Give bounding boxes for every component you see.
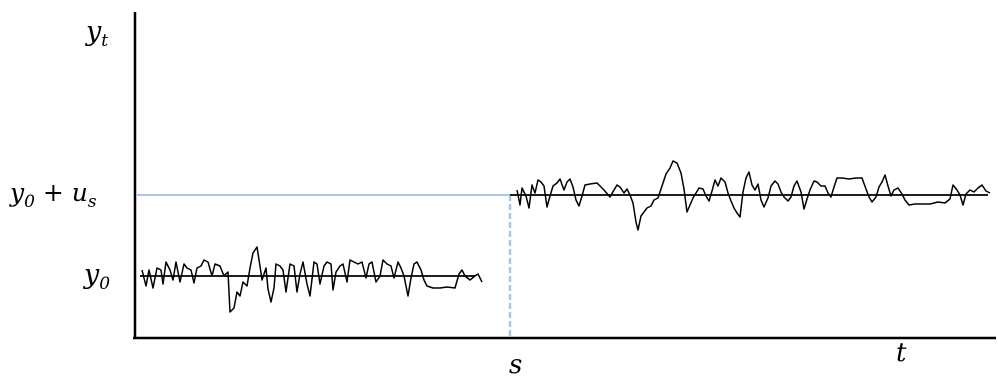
y-axis-label: yt <box>85 16 108 51</box>
break-point-label: s <box>509 350 522 376</box>
shifted-level-label: y0 + us <box>9 178 97 212</box>
base-level-label: y0 <box>83 259 110 294</box>
series-before-break <box>141 246 483 313</box>
series-after-break <box>516 160 991 231</box>
time-axis-label: t <box>896 338 907 368</box>
